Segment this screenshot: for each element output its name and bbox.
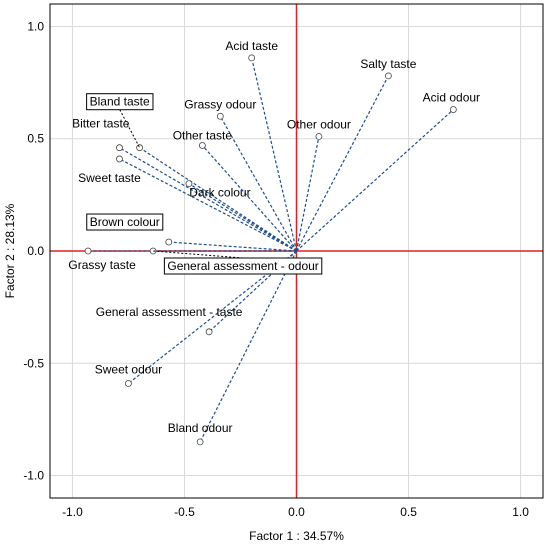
point-label: General assessment - taste — [96, 305, 243, 319]
point-label: Grassy taste — [68, 258, 136, 272]
point-label: Bland odour — [168, 421, 233, 435]
label-leader-line — [119, 109, 141, 148]
data-point — [125, 380, 132, 387]
data-point — [136, 144, 144, 152]
vectors — [88, 57, 454, 443]
point-label: Other odour — [287, 117, 351, 131]
data-point — [185, 180, 193, 188]
data-point — [205, 328, 213, 336]
data-point — [196, 438, 204, 446]
data-point — [84, 247, 92, 255]
point-label: Brown colour — [90, 215, 160, 229]
vector-line — [188, 183, 297, 252]
vector-line — [219, 115, 298, 252]
vector-line — [119, 147, 297, 252]
point-label: Sweet odour — [95, 362, 162, 376]
x-tick-label: 1.0 — [512, 505, 529, 519]
vector-line — [251, 57, 298, 252]
vector-line — [295, 136, 320, 252]
vector-line — [295, 75, 389, 252]
boxed-point-label: Bland taste — [86, 93, 154, 111]
y-tick-label: 1.0 — [27, 19, 44, 33]
data-point — [116, 155, 123, 163]
point-label: Acid taste — [225, 39, 278, 53]
point-label: Acid odour — [423, 91, 480, 105]
data-point — [449, 106, 457, 113]
boxed-point-label: General assessment - odour — [163, 257, 323, 275]
data-point — [216, 112, 224, 120]
x-tick-label: -0.5 — [174, 505, 195, 519]
label-box — [86, 213, 164, 231]
data-point — [198, 142, 206, 149]
data-point — [315, 133, 323, 140]
x-tick-label: 0.5 — [400, 505, 417, 519]
points — [84, 54, 457, 446]
y-tick-label: 0.0 — [27, 244, 44, 258]
data-point — [165, 238, 173, 246]
point-labels: Acid taste Salty taste Acid odour Grassy od… — [68, 39, 480, 435]
x-tick-label: 0.0 — [288, 505, 305, 519]
point-label: Dark colour — [189, 186, 250, 200]
point-label: Other taste — [173, 128, 233, 142]
boxed-point-label: Brown colour — [86, 213, 164, 231]
point-label: Sweet taste — [78, 171, 141, 185]
data-point — [116, 144, 123, 152]
vector-line — [296, 109, 454, 252]
label-leader-line — [153, 250, 244, 259]
data-point — [384, 72, 392, 80]
y-tick-label: -0.5 — [23, 356, 44, 370]
vector-line — [119, 158, 297, 252]
y-tick-label: -1.0 — [23, 469, 44, 483]
point-label: Salty taste — [360, 57, 416, 71]
vector-line — [201, 145, 297, 252]
point-label: General assessment - odour — [167, 259, 318, 273]
x-axis-title: Factor 1 : 34.57% — [249, 529, 344, 543]
data-point — [248, 54, 256, 62]
vector-line — [199, 250, 298, 443]
point-label: Bitter taste — [72, 117, 130, 131]
vector-line — [168, 241, 297, 252]
tick-labels: -1.0 -0.5 0.0 0.5 1.0 -1.0 -0.5 0.0 0.5 1.0 — [23, 19, 529, 519]
vector-line — [139, 147, 297, 252]
plot-frame — [49, 3, 544, 499]
y-axis-title: Factor 2 : 28.13% — [3, 203, 17, 298]
data-point — [149, 247, 157, 255]
point-label: Bland taste — [90, 95, 150, 109]
x-tick-label: -1.0 — [62, 505, 83, 519]
y-tick-label: 0.5 — [27, 132, 44, 146]
point-label: Grassy odour — [184, 97, 256, 111]
